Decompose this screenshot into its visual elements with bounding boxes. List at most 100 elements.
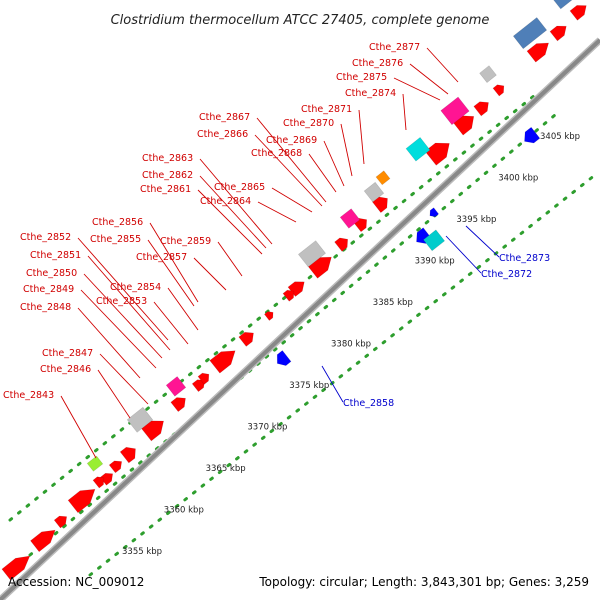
- gene-label-forward: Cthe_2848: [20, 302, 71, 313]
- forward-gene: [526, 42, 550, 63]
- reverse-gene: [429, 207, 440, 218]
- tick-label: 3370 kbp: [247, 423, 287, 433]
- gene-label-forward: Cthe_2849: [23, 284, 74, 295]
- leader-line: [77, 307, 141, 379]
- gene-label-forward: Cthe_2866: [197, 129, 248, 140]
- label-leaders: [60, 47, 500, 459]
- leader-line: [271, 187, 313, 213]
- leader-line: [340, 123, 353, 177]
- forward-gene: [1, 555, 31, 581]
- gene-label-forward: Cthe_2854: [110, 282, 161, 293]
- gene-label-forward: Cthe_2850: [26, 268, 77, 279]
- genome-summary: Topology: circular; Length: 3,843,301 bp…: [258, 575, 589, 589]
- tick-label: 3385 kbp: [373, 298, 413, 308]
- forward-gene: [92, 476, 105, 489]
- leader-line: [99, 353, 149, 405]
- leader-line: [87, 255, 171, 351]
- tick-label: 3375 kbp: [289, 381, 329, 391]
- forward-gene: [99, 472, 114, 486]
- gene-label-forward: Cthe_2855: [90, 234, 141, 245]
- reverse-gene: [276, 350, 292, 366]
- forward-gene: [170, 397, 186, 413]
- forward-gene: [197, 372, 210, 385]
- gene-label-forward: Cthe_2861: [140, 184, 191, 195]
- leader-line: [217, 241, 243, 277]
- gene-label-forward: Cthe_2877: [369, 42, 420, 53]
- leader-line: [97, 369, 131, 419]
- forward-gene: [238, 331, 254, 347]
- gene-label-forward: Cthe_2847: [42, 348, 93, 359]
- gene-label-forward: Cthe_2874: [345, 88, 396, 99]
- tick-label: 3395 kbp: [456, 215, 496, 225]
- forward-gene: [53, 515, 68, 529]
- leader-line: [358, 109, 365, 165]
- leader-line: [83, 273, 163, 359]
- leader-line: [193, 257, 227, 291]
- gene-label-forward: Cthe_2870: [283, 118, 334, 129]
- forward-gene: [569, 5, 587, 21]
- gene-label-reverse: Cthe_2873: [499, 253, 550, 264]
- gene-grey: [297, 240, 327, 268]
- forward-gene: [287, 281, 305, 297]
- gene-steelblue: [553, 0, 573, 10]
- leader-line: [153, 301, 189, 345]
- forward-gene: [30, 529, 56, 553]
- gene-label-forward: Cthe_2864: [200, 196, 251, 207]
- gene-green: [86, 455, 104, 472]
- tick-label: 3405 kbp: [540, 132, 580, 142]
- forward-gene: [282, 289, 295, 302]
- leader-line: [60, 395, 97, 459]
- leader-line: [323, 140, 345, 187]
- tick-label: 3365 kbp: [206, 464, 246, 474]
- forward-gene: [209, 350, 236, 374]
- gene-label-forward: Cthe_2856: [92, 217, 143, 228]
- tick-label: 3380 kbp: [331, 340, 371, 350]
- gene-label-forward: Cthe_2869: [266, 135, 317, 146]
- tick-label: 3400 kbp: [498, 174, 538, 184]
- leader-line: [254, 134, 323, 207]
- gene-steelblue: [512, 17, 548, 50]
- tick-label: 3390 kbp: [415, 257, 455, 267]
- leader-line: [257, 201, 297, 223]
- gene-grey: [363, 181, 385, 203]
- leader-line: [80, 289, 157, 369]
- scale-ticks: 3355 kbp 3360 kbp 3365 kbp 3370 kbp 3375 kbp…: [122, 132, 580, 557]
- gene-label-reverse: Cthe_2858: [343, 398, 394, 409]
- gene-orange: [375, 170, 391, 186]
- gene-label-forward: Cthe_2876: [352, 58, 403, 69]
- leader-line: [147, 239, 195, 307]
- dotted-guide: [8, 93, 537, 522]
- forward-gene: [108, 460, 123, 474]
- gene-features: [1, 0, 587, 581]
- leader-line: [409, 63, 449, 95]
- gene-pink: [440, 96, 470, 126]
- dotted-guide: [28, 113, 557, 557]
- leader-line: [445, 235, 482, 274]
- gene-label-forward: Cthe_2846: [40, 364, 91, 375]
- leader-line: [465, 225, 500, 258]
- leader-line: [167, 287, 199, 331]
- gene-label-forward: Cthe_2865: [214, 182, 265, 193]
- gene-grey: [479, 65, 497, 84]
- forward-gene: [67, 488, 96, 514]
- gene-label-forward: Cthe_2875: [336, 72, 387, 83]
- forward-gene: [424, 142, 450, 166]
- backbone: [0, 37, 600, 603]
- gene-label-forward: Cthe_2868: [251, 148, 302, 159]
- gene-label-forward: Cthe_2862: [142, 170, 193, 181]
- backbone-core: [0, 38, 600, 602]
- gene-label-forward: Cthe_2859: [160, 236, 211, 247]
- forward-gene: [119, 446, 136, 464]
- dotted-guide: [88, 173, 597, 577]
- forward-gene: [549, 25, 567, 42]
- leader-line: [199, 158, 273, 245]
- accession-label: Accession: NC_009012: [8, 575, 144, 589]
- gene-label-forward: Cthe_2843: [3, 390, 54, 401]
- leader-line: [402, 93, 407, 131]
- forward-gene: [334, 237, 349, 252]
- leader-line: [197, 189, 263, 255]
- gene-pink: [339, 208, 361, 229]
- leader-line: [256, 117, 327, 203]
- gene-pink: [165, 376, 187, 397]
